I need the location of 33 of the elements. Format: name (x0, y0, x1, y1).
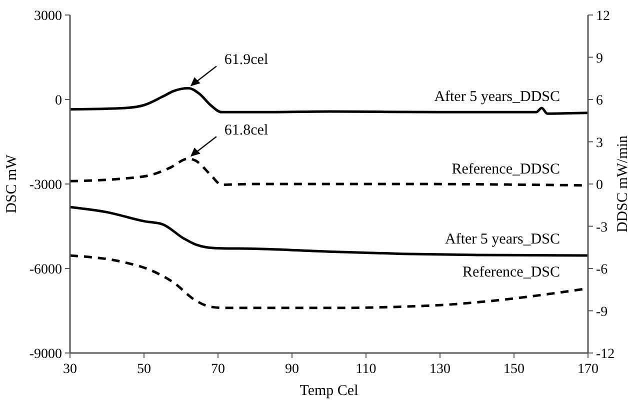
annotation: 61.9cel (224, 52, 268, 68)
y2-axis-title: DDSC mW/min (615, 134, 631, 233)
line-series (68, 206, 590, 257)
series-label: Reference_DDSC (452, 161, 560, 178)
x-tick-label: 170 (578, 362, 598, 377)
x-tick-label: 150 (504, 362, 524, 377)
x-tick-label: 70 (211, 362, 225, 377)
y-tick-label: 0 (55, 94, 62, 108)
y-tick-label: -6000 (29, 262, 62, 278)
y2-tick-label: 12 (596, 9, 610, 24)
series-label: Reference_DSC (462, 264, 560, 280)
y2-tick-label: -12 (596, 347, 615, 362)
x-tick-label: 90 (285, 362, 299, 377)
series-label: After 5 years_DDSC (434, 88, 560, 105)
x-tick-label: 50 (137, 362, 151, 377)
x-tick-label: 130 (430, 362, 450, 377)
y2-tick-label: 0 (596, 178, 603, 193)
line-series (68, 86, 590, 115)
x-tick-label: 110 (356, 362, 376, 377)
y-tick-label: -3000 (29, 178, 62, 193)
y2-tick-label: -3 (596, 220, 608, 236)
x-tick-label: 30 (63, 362, 77, 377)
annotation: 61.8cel (224, 122, 268, 139)
y2-tick-label: 6 (596, 94, 603, 108)
y-axis-title: DSC mW (4, 154, 20, 214)
y-tick-label: -9000 (29, 347, 62, 362)
y2-tick-label: -9 (596, 304, 608, 320)
y2-tick-label: -6 (596, 262, 608, 278)
y2-tick-label: 3 (596, 136, 603, 151)
series-label: After 5 years_DSC (445, 232, 560, 248)
y-tick-label: 3000 (34, 9, 62, 24)
y2-tick-label: 9 (596, 51, 603, 66)
x-axis-title: Temp Cel (300, 383, 358, 399)
